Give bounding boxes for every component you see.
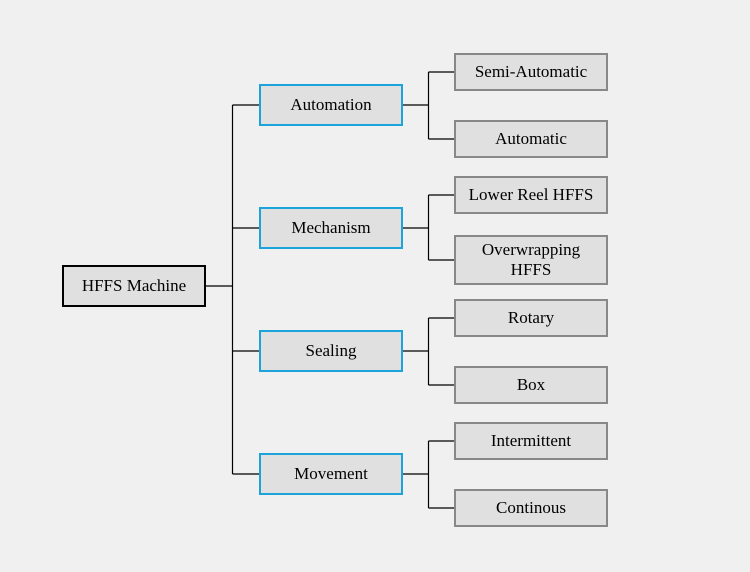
hffs-tree-diagram: HFFS Machine Automation Semi-Automatic Auto… — [0, 0, 750, 572]
intermittent-label: Intermittent — [491, 431, 572, 450]
semi-automatic-label: Semi-Automatic — [475, 62, 588, 81]
automation-label: Automation — [290, 95, 372, 114]
rotary-label: Rotary — [508, 308, 555, 327]
overwrapping-label: Overwrapping — [482, 240, 581, 259]
mechanism-label: Mechanism — [291, 218, 370, 237]
sealing-label: Sealing — [306, 341, 357, 360]
lower-reel-label: Lower Reel HFFS — [469, 185, 594, 204]
box-label: Box — [517, 375, 546, 394]
automatic-label: Automatic — [495, 129, 567, 148]
continous-label: Continous — [496, 498, 566, 517]
overwrapping-line2-label: HFFS — [511, 260, 552, 279]
root-label: HFFS Machine — [82, 276, 186, 295]
movement-label: Movement — [294, 464, 368, 483]
